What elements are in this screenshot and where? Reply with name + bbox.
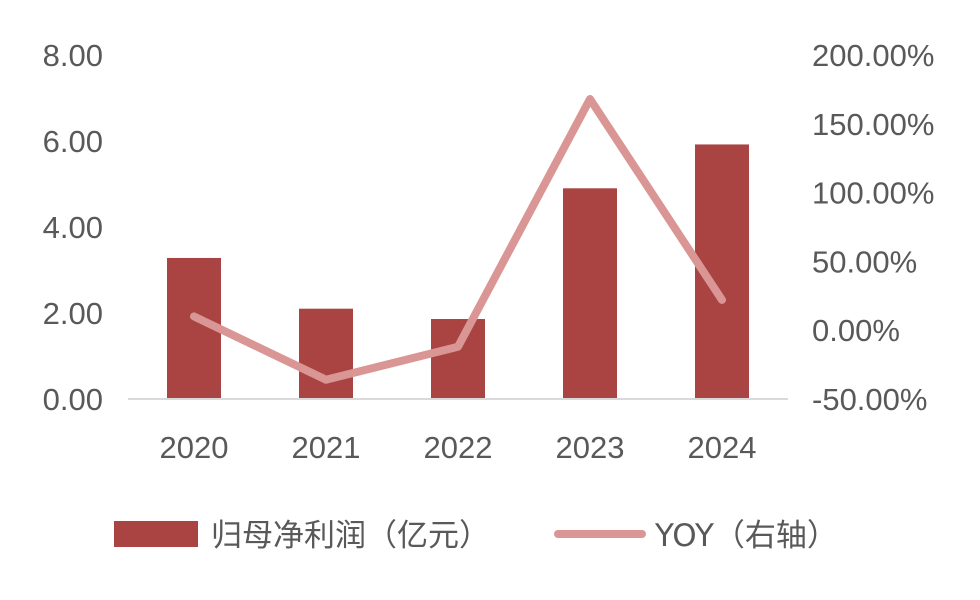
left-axis-tick-label: 0.00 (43, 382, 103, 417)
x-axis-tick-label: 2022 (424, 430, 493, 465)
x-axis-tick-label: 2020 (160, 430, 229, 465)
right-axis-tick-label: 150.00% (812, 107, 934, 142)
right-axis-tick-label: 100.00% (812, 176, 934, 211)
bar-2022 (431, 319, 485, 399)
yoy-point-2020 (193, 315, 195, 317)
left-axis-tick-label: 4.00 (43, 210, 103, 245)
left-axis-tick-label: 8.00 (43, 38, 103, 73)
right-axis-tick-label: 200.00% (812, 38, 934, 73)
x-axis-tick-label: 2021 (292, 430, 361, 465)
x-axis-tick-label: 2023 (556, 430, 625, 465)
legend: 归母净利润（亿元） YOY（右轴） (114, 518, 838, 554)
legend-label-line: YOY（右轴） (654, 518, 838, 554)
right-axis-tick-label: 0.00% (812, 313, 900, 348)
bar-2023 (563, 188, 617, 399)
line-series (190, 95, 726, 384)
right-axis-tick-label: 50.00% (812, 244, 917, 279)
x-axis-tick-label: 2024 (688, 430, 757, 465)
legend-label-bar: 归母净利润（亿元） (211, 518, 490, 554)
yoy-point-2021 (325, 379, 327, 381)
x-axis-ticks: 2020 2021 2022 2023 2024 (160, 430, 757, 465)
bar-2021 (299, 308, 353, 399)
left-axis-tick-label: 6.00 (43, 124, 103, 159)
left-axis-ticks: 0.00 2.00 4.00 6.00 8.00 (43, 38, 103, 417)
right-axis-ticks: -50.00% 0.00% 50.00% 100.00% 150.00% 200.00% (812, 38, 934, 417)
yoy-point-2022 (457, 346, 459, 348)
right-axis-tick-label: -50.00% (812, 382, 927, 417)
left-axis-tick-label: 2.00 (43, 296, 103, 331)
yoy-point-2024 (721, 299, 723, 301)
bar-series (167, 144, 749, 399)
legend-swatch-bar (114, 521, 198, 547)
yoy-point-2023 (589, 98, 591, 100)
